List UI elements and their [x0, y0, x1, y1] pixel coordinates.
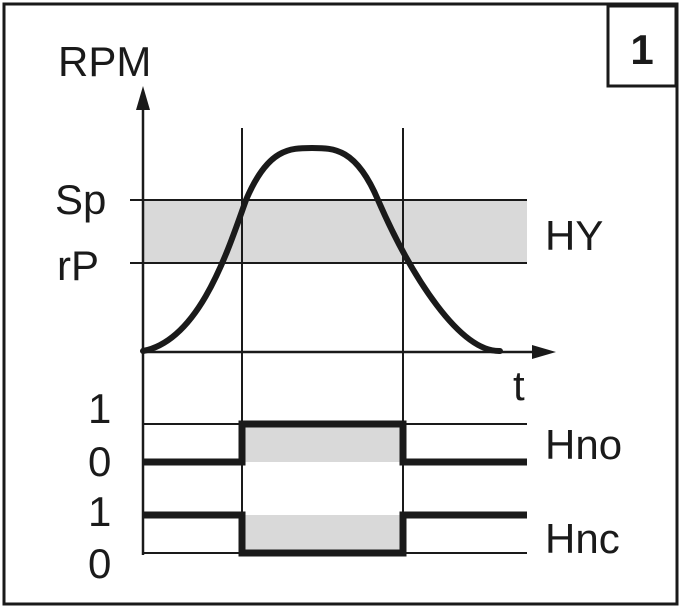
hno-signal [143, 420, 527, 466]
hnc-high-label: 1 [88, 488, 111, 535]
hnc-signal [143, 511, 527, 557]
x-axis-label: t [513, 362, 525, 409]
hno-label: Hno [545, 421, 622, 468]
y-axis-label: RPM [58, 38, 151, 85]
hnc-low-label: 0 [88, 540, 111, 587]
figure-number: 1 [630, 26, 653, 73]
y-axis-arrow [136, 86, 150, 110]
hno-low-label: 0 [88, 438, 111, 485]
hysteresis-band [143, 200, 527, 263]
hnc-label: Hnc [545, 515, 620, 562]
rp-label: rP [57, 242, 99, 289]
figure-number-box [606, 4, 678, 88]
hnc-output: 1 0 Hnc [88, 488, 620, 587]
hno-active-band [242, 424, 403, 462]
x-axis-arrow [532, 345, 556, 359]
hnc-inactive-band [242, 515, 403, 553]
hno-high-label: 1 [88, 385, 111, 432]
hno-output: 1 0 Hno [88, 385, 622, 485]
rpm-curve [140, 144, 503, 355]
hy-label: HY [545, 212, 603, 259]
sp-label: Sp [55, 176, 106, 223]
